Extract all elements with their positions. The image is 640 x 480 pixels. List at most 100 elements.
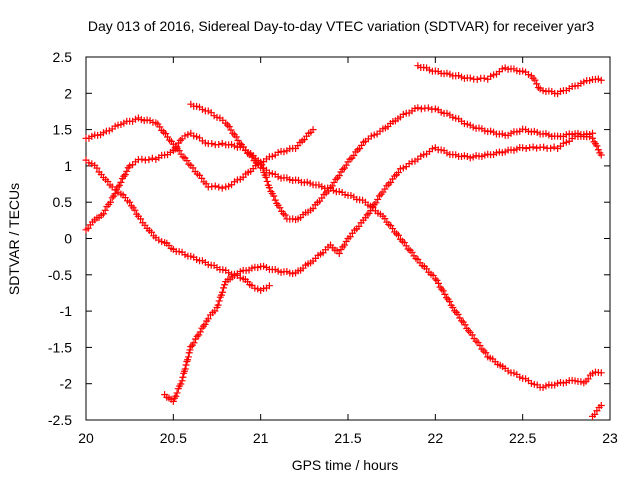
data-point-track-5 [182,361,190,369]
data-point-track-4 [394,231,402,239]
data-point-track-1 [208,183,216,191]
data-point-track-5 [367,207,375,215]
data-point-track-3 [108,194,116,202]
y-tick-label: -1.5 [48,339,72,355]
data-point-track-3 [271,196,279,204]
data-point-track-4 [232,133,240,141]
data-point-track-6 [533,80,541,88]
data-point-track-5 [221,281,229,289]
data-point-track-5 [187,343,195,351]
data-point-track-1 [215,183,223,191]
data-point-track-4 [442,294,450,302]
data-point-track-5 [341,241,349,249]
y-tick-label: 1.5 [53,122,73,138]
data-point-track-4 [446,297,454,305]
data-point-track-5 [190,339,198,347]
data-point-track-1 [211,182,219,190]
data-point-track-3 [218,139,226,147]
data-point-track-5 [214,301,222,309]
y-tick-label: -2.5 [48,412,72,428]
data-point-track-7 [591,410,599,418]
data-point-track-5 [522,145,530,153]
data-point-track-3 [597,151,605,159]
y-tick-label: 2.5 [53,49,73,65]
data-point-track-5 [181,365,189,373]
data-point-track-1 [189,164,197,172]
chart-title: Day 013 of 2016, Sidereal Day-to-day VTE… [88,18,594,34]
data-point-track-3 [111,190,119,198]
data-point-track-3 [263,177,271,185]
data-point-track-2 [104,177,112,185]
data-point-track-4 [239,143,247,151]
data-point-track-5 [355,222,363,230]
data-point-track-3 [145,156,153,164]
data-point-track-4 [454,310,462,318]
data-point-track-3 [148,154,156,162]
x-axis-label: GPS time / hours [292,457,399,473]
data-point-track-4 [408,248,416,256]
data-point-track-4 [482,349,490,357]
y-tick-label: -0.5 [48,267,72,283]
data-point-track-4 [476,342,484,350]
data-point-track-4 [435,279,443,287]
data-point-track-3 [173,143,181,151]
x-tick-label: 22.5 [509,430,536,446]
data-point-track-5 [529,143,537,151]
x-tick-label: 23 [602,430,618,446]
data-point-track-3 [215,141,223,149]
data-point-track-6 [597,76,605,84]
data-point-track-3 [265,184,273,192]
data-point-track-4 [433,276,441,284]
data-point-track-5 [173,389,181,397]
data-point-track-3 [121,171,129,179]
data-point-track-2 [126,198,134,206]
y-tick-label: -1 [60,303,73,319]
data-point-track-4 [441,290,449,298]
data-point-track-4 [254,160,262,168]
data-point-track-5 [547,144,555,152]
data-point-track-5 [533,144,541,152]
data-point-track-5 [172,392,180,400]
data-point-track-6 [466,74,474,82]
data-point-track-3 [594,146,602,154]
data-point-track-5 [589,129,597,137]
data-point-track-3 [106,198,114,206]
data-point-track-5 [220,284,228,292]
data-point-track-5 [519,144,527,152]
data-point-track-5 [201,320,209,328]
data-point-track-5 [169,397,177,405]
data-point-track-6 [531,76,539,84]
y-tick-label: 0.5 [53,194,73,210]
data-point-track-5 [196,328,204,336]
data-point-track-1 [309,126,317,134]
x-tick-label: 20.5 [160,430,187,446]
x-tick-label: 20 [78,430,94,446]
data-point-track-3 [208,140,216,148]
y-tick-label: 1 [64,158,72,174]
data-point-track-6 [480,74,488,82]
data-point-track-5 [178,377,186,385]
data-point-track-3 [138,155,146,163]
data-point-track-2 [131,206,139,214]
data-point-track-4 [429,271,437,279]
data-point-track-3 [101,206,109,214]
data-point-track-5 [374,195,382,203]
data-point-track-5 [215,297,223,305]
data-point-track-4 [461,321,469,329]
data-point-track-5 [218,288,226,296]
axis-ticks: 20 20.5 21 21.5 22 22.5 232.521.510.50-0.5-1-1… [48,49,618,446]
data-point-track-5 [177,380,185,388]
data-point-track-3 [417,105,425,113]
data-point-track-3 [350,151,358,159]
data-point-track-2 [137,215,145,223]
data-point-track-3 [593,142,601,150]
data-point-track-3 [424,104,432,112]
data-point-track-4 [381,215,389,223]
data-point-track-3 [309,205,317,213]
data-point-track-4 [438,285,446,293]
data-point-track-5 [550,143,558,151]
data-point-track-5 [394,169,402,177]
data-point-track-3 [262,173,270,181]
